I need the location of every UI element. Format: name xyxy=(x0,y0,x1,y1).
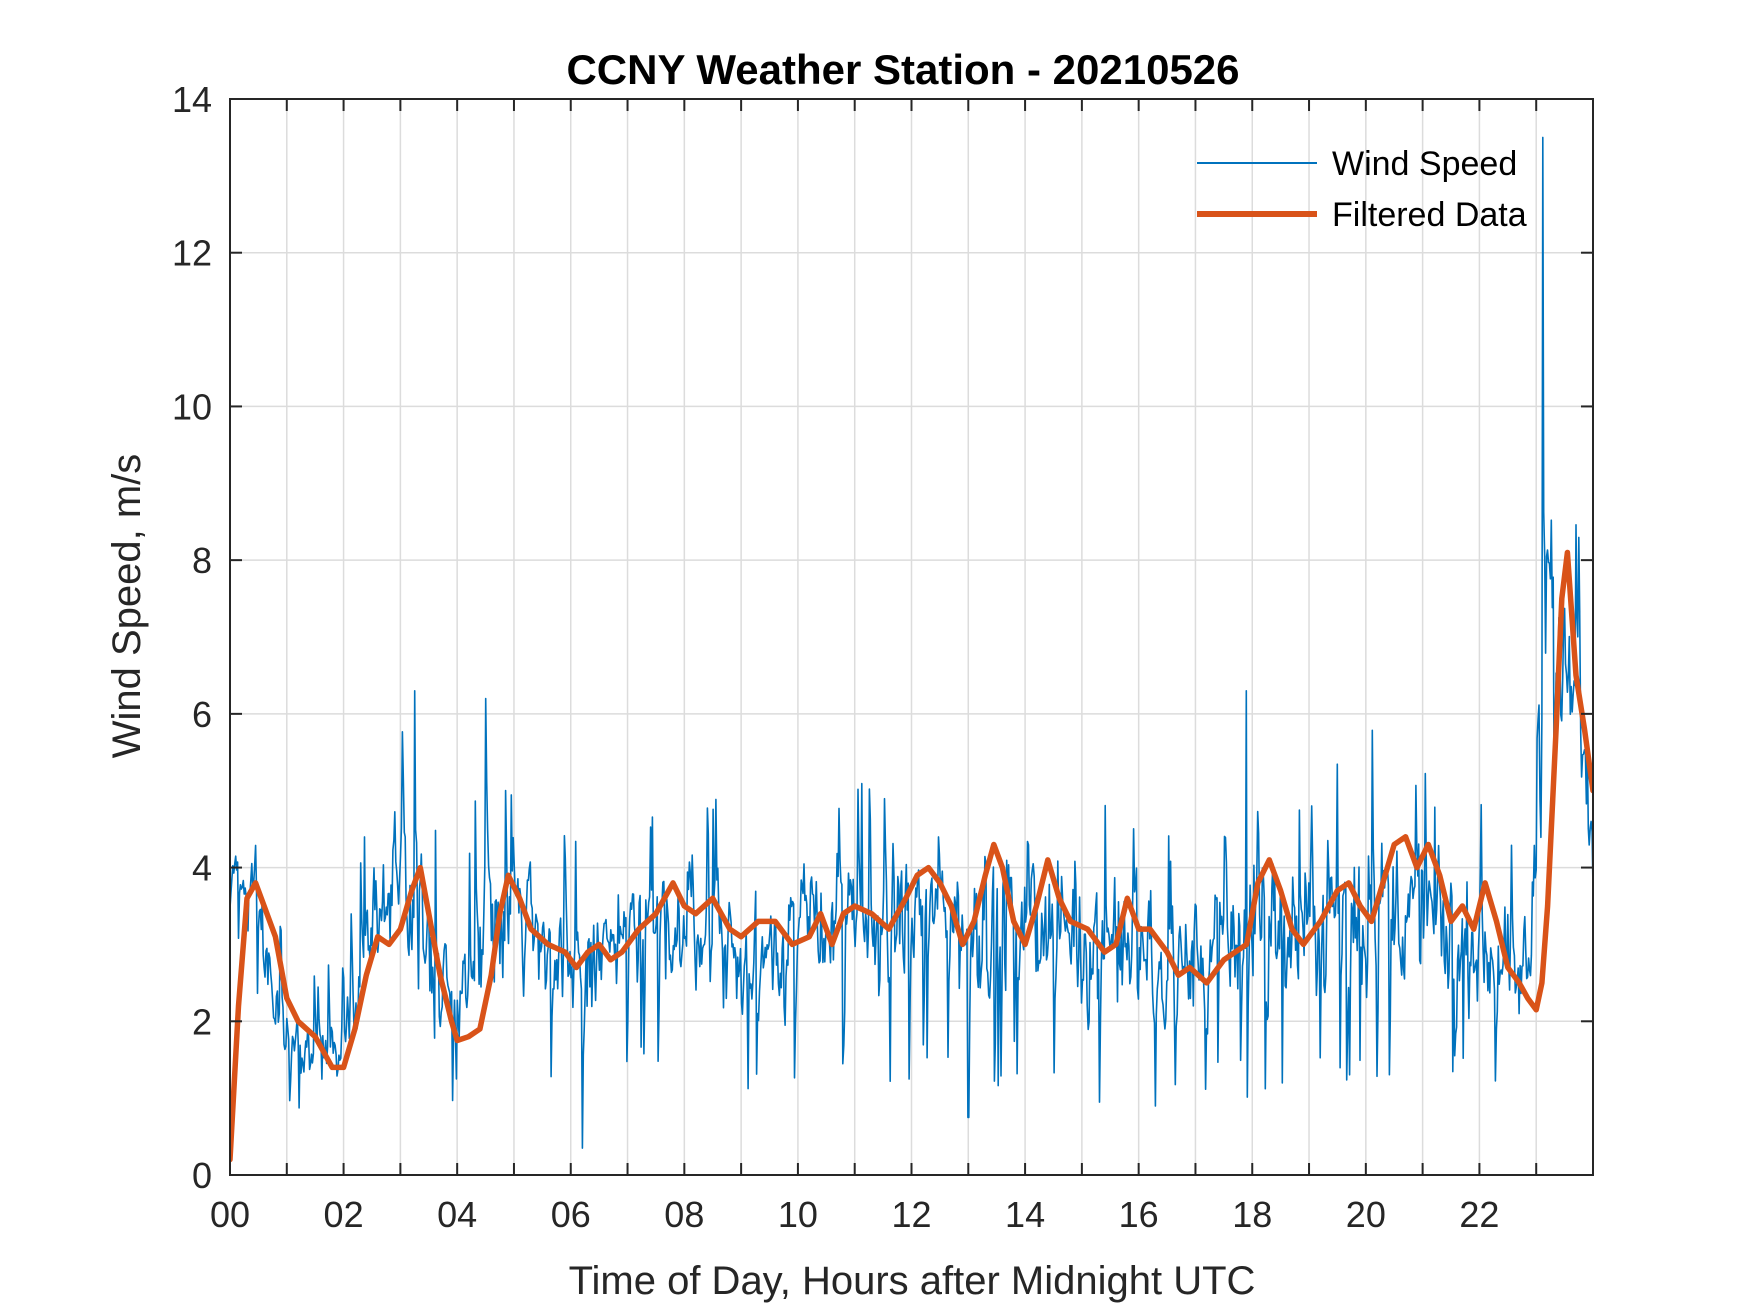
y-axis-label: Wind Speed, m/s xyxy=(105,454,149,759)
x-tick-label: 16 xyxy=(1119,1194,1159,1235)
y-tick-label: 0 xyxy=(192,1155,212,1196)
x-tick-label: 06 xyxy=(551,1194,591,1235)
x-tick-label: 14 xyxy=(1005,1194,1045,1235)
legend-wind-speed-label: Wind Speed xyxy=(1332,145,1517,183)
legend: Wind Speed Filtered Data xyxy=(1197,145,1527,234)
y-tick-label: 4 xyxy=(192,848,212,889)
axes xyxy=(229,98,1594,1176)
x-axis-label: Time of Day, Hours after Midnight UTC xyxy=(569,1259,1256,1303)
x-tick-label: 04 xyxy=(437,1194,477,1235)
x-tick-label: 18 xyxy=(1232,1194,1272,1235)
y-tick-label: 14 xyxy=(172,79,212,120)
y-tick-label: 6 xyxy=(192,694,212,735)
x-tick-label: 08 xyxy=(664,1194,704,1235)
x-tick-label: 22 xyxy=(1459,1194,1499,1235)
x-tick-label: 12 xyxy=(891,1194,931,1235)
chart-title: CCNY Weather Station - 20210526 xyxy=(566,46,1239,93)
x-tick-label: 20 xyxy=(1346,1194,1386,1235)
y-tick-label: 12 xyxy=(172,233,212,274)
y-tick-label: 8 xyxy=(192,540,212,581)
x-tick-label: 02 xyxy=(324,1194,364,1235)
wind-speed-line xyxy=(230,136,1593,1149)
legend-filtered-label: Filtered Data xyxy=(1332,196,1527,234)
x-tick-label: 10 xyxy=(778,1194,818,1235)
series-layer xyxy=(230,136,1593,1163)
y-tick-label: 2 xyxy=(192,1001,212,1042)
x-tick-label: 00 xyxy=(210,1194,250,1235)
y-tick-label: 10 xyxy=(172,386,212,427)
filtered-data-line xyxy=(230,549,1593,1163)
